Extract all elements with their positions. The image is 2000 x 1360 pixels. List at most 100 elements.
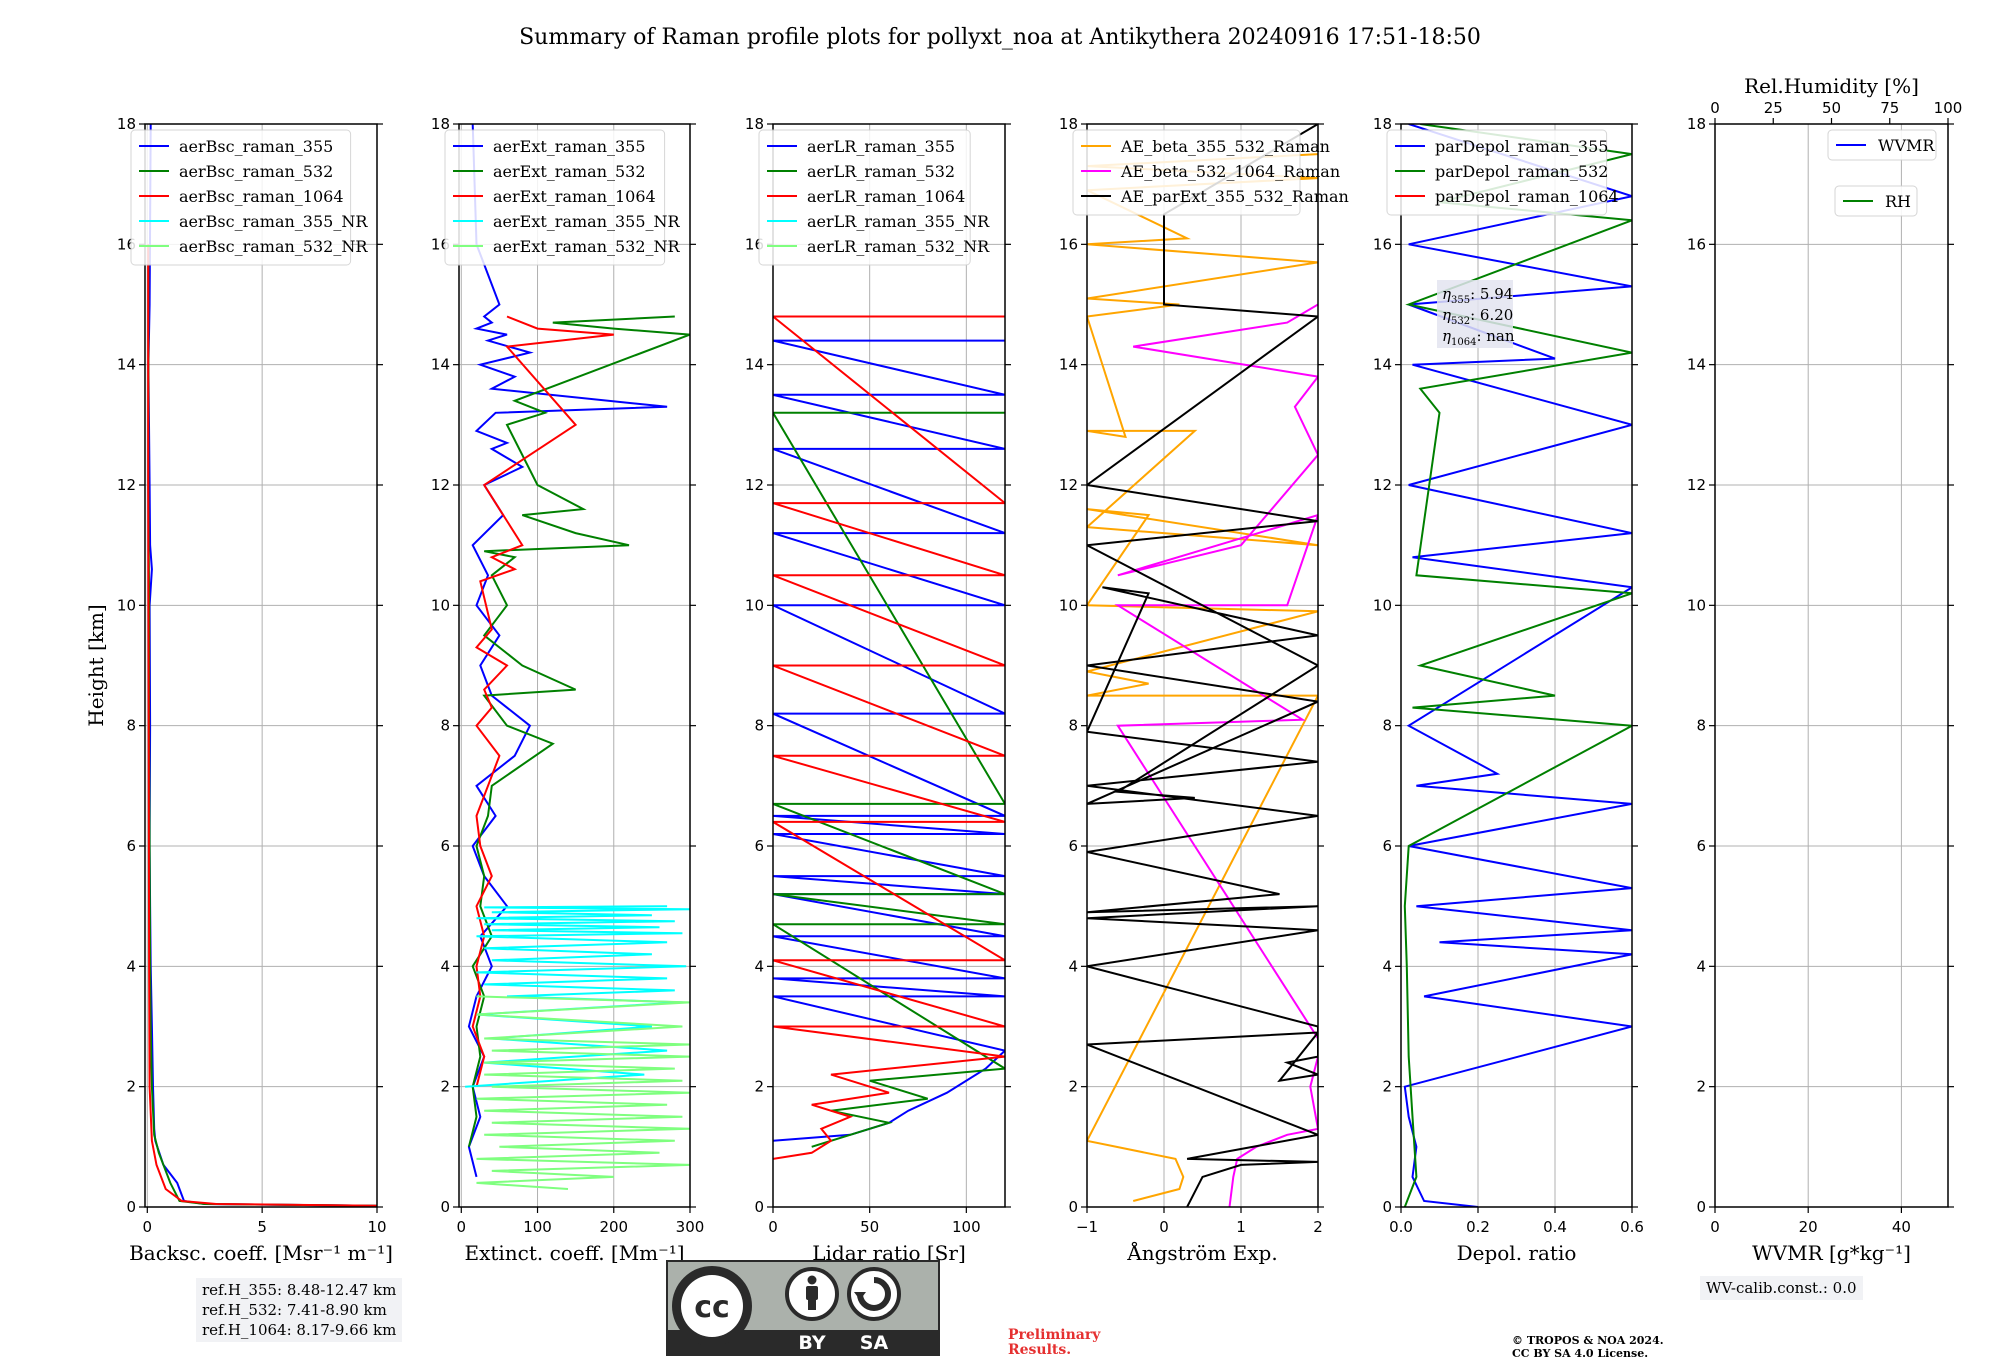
x-tick-label: 0 — [1159, 1218, 1169, 1236]
y-tick-label: 4 — [1382, 957, 1392, 975]
top-tick-label: 50 — [1822, 99, 1841, 117]
x-axis-label: Depol. ratio — [1457, 1241, 1577, 1265]
x-tick-label: 0.4 — [1543, 1218, 1567, 1236]
x-tick-label: 0 — [457, 1218, 467, 1236]
y-tick-label: 6 — [440, 837, 450, 855]
x-tick-label: 0 — [768, 1218, 778, 1236]
y-tick-label: 18 — [745, 115, 764, 133]
y-tick-label: 10 — [431, 596, 450, 614]
series-group — [1087, 124, 1318, 1207]
legend-label: aerBsc_raman_532_NR — [179, 237, 368, 256]
y-tick-label: 8 — [754, 717, 764, 735]
axes-frame — [144, 123, 378, 1208]
series-group — [465, 124, 690, 1190]
y-tick-label: 14 — [1373, 356, 1392, 374]
legend-label: aerBsc_raman_1064 — [179, 187, 344, 206]
legend-label: AE_parExt_355_532_Raman — [1120, 187, 1349, 206]
y-tick-label: 16 — [1687, 235, 1706, 253]
series-group — [773, 315, 1005, 1160]
y-tick-label: 6 — [1068, 837, 1078, 855]
series-aerExt_raman_532 — [467, 315, 690, 1148]
y-tick-label: 10 — [117, 596, 136, 614]
x-tick-label: 0 — [143, 1218, 153, 1236]
y-tick-label: 14 — [1059, 356, 1078, 374]
legend-label: WVMR — [1878, 136, 1935, 155]
legend-label: parDepol_raman_532 — [1435, 162, 1608, 181]
y-tick-label: 6 — [754, 837, 764, 855]
legend-label: aerLR_raman_1064 — [807, 187, 965, 206]
series-aerExt_raman_1064 — [471, 315, 614, 1087]
legend-box — [758, 129, 971, 266]
legend-label: AE_beta_355_532_Raman — [1120, 137, 1330, 156]
legend-box — [1827, 129, 1937, 161]
cc-logo-icon: cc BY SA — [668, 1266, 938, 1354]
ref-height-1064: ref.H_1064: 8.17-9.66 km — [202, 1321, 397, 1339]
series-aerBsc_raman_532 — [147, 244, 377, 1207]
y-tick-label: 0 — [1696, 1198, 1706, 1216]
y-axis-label: Height [km] — [84, 604, 108, 726]
reference-heights-box: ref.H_355: 8.48-12.47 km ref.H_532: 7.41… — [196, 1278, 403, 1342]
top-axis-label: Rel.Humidity [%] — [1744, 74, 1919, 98]
x-tick-label: −1 — [1076, 1218, 1098, 1236]
legend-label: aerExt_raman_532_NR — [493, 237, 681, 256]
y-tick-label: 4 — [126, 957, 136, 975]
y-tick-label: 12 — [1373, 476, 1392, 494]
y-tick-label: 8 — [440, 717, 450, 735]
y-tick-label: 2 — [754, 1078, 764, 1096]
eta-1064-label: η1064: nan — [1442, 327, 1515, 348]
y-tick-label: 18 — [1059, 115, 1078, 133]
ref-height-355: ref.H_355: 8.48-12.47 km — [202, 1281, 397, 1299]
legend-label: aerExt_raman_532 — [493, 162, 646, 181]
x-tick-label: 20 — [1799, 1218, 1818, 1236]
top-tick-label: 25 — [1764, 99, 1783, 117]
by-label: BY — [798, 1332, 825, 1354]
y-tick-label: 6 — [1382, 837, 1392, 855]
series-aerLR_raman_1064 — [773, 315, 1005, 1160]
x-axis-label: WVMR [g*kg⁻¹] — [1752, 1241, 1911, 1265]
copyright-note: © TROPOS & NOA 2024. CC BY SA 4.0 Licens… — [1512, 1334, 1664, 1360]
cc-letters: cc — [694, 1290, 730, 1325]
legend: AE_beta_355_532_Raman AE_beta_532_1064_Ra… — [1072, 129, 1349, 216]
person-icon — [807, 1275, 817, 1285]
series-aerExt_raman_355_NR — [465, 905, 690, 1088]
y-tick-label: 18 — [1687, 115, 1706, 133]
y-tick-label: 2 — [1068, 1078, 1078, 1096]
x-tick-label: 1 — [1236, 1218, 1246, 1236]
y-tick-label: 4 — [754, 957, 764, 975]
x-tick-label: 300 — [676, 1218, 705, 1236]
x-tick-label: 40 — [1892, 1218, 1911, 1236]
y-tick-label: 18 — [1373, 115, 1392, 133]
series-parDepol_raman_355 — [1403, 124, 1632, 1207]
eta-355-label: η355: 5.94 — [1442, 285, 1513, 306]
axes-frame — [458, 123, 691, 1208]
legend-label: aerLR_raman_532 — [807, 162, 955, 181]
cc-by-sa-license-badge[interactable]: cc BY SA — [666, 1260, 940, 1356]
figure-title: Summary of Raman profile plots for polly… — [519, 25, 1481, 50]
y-tick-label: 2 — [126, 1078, 136, 1096]
y-tick-label: 16 — [1059, 235, 1078, 253]
y-tick-label: 8 — [1382, 717, 1392, 735]
ref-height-532: ref.H_532: 7.41-8.90 km — [202, 1301, 387, 1319]
series-aerBsc_raman_355 — [147, 124, 377, 1207]
legend-label: AE_beta_532_1064_Raman — [1120, 162, 1340, 181]
legend: aerLR_raman_355 aerLR_raman_532 aerLR_rama… — [758, 129, 990, 266]
x-axis-label: Extinct. coeff. [Mm⁻¹] — [464, 1241, 684, 1265]
series-parDepol_raman_532 — [1403, 124, 1632, 1207]
series-aerLR_raman_355 — [773, 339, 1005, 1142]
legend-box — [444, 129, 666, 266]
legend-label: aerExt_raman_355 — [493, 137, 646, 156]
legend-label: aerLR_raman_532_NR — [807, 237, 990, 256]
y-tick-label: 2 — [1696, 1078, 1706, 1096]
y-tick-label: 14 — [117, 356, 136, 374]
axes-frame — [1400, 123, 1633, 1208]
top-tick-label: 0 — [1710, 99, 1720, 117]
legend-label: aerExt_raman_1064 — [493, 187, 656, 206]
x-tick-label: 50 — [860, 1218, 879, 1236]
x-tick-label: 10 — [367, 1218, 386, 1236]
y-tick-label: 12 — [745, 476, 764, 494]
legend-box — [1386, 129, 1608, 216]
legend-label: aerBsc_raman_355_NR — [179, 212, 368, 231]
x-tick-label: 100 — [952, 1218, 981, 1236]
